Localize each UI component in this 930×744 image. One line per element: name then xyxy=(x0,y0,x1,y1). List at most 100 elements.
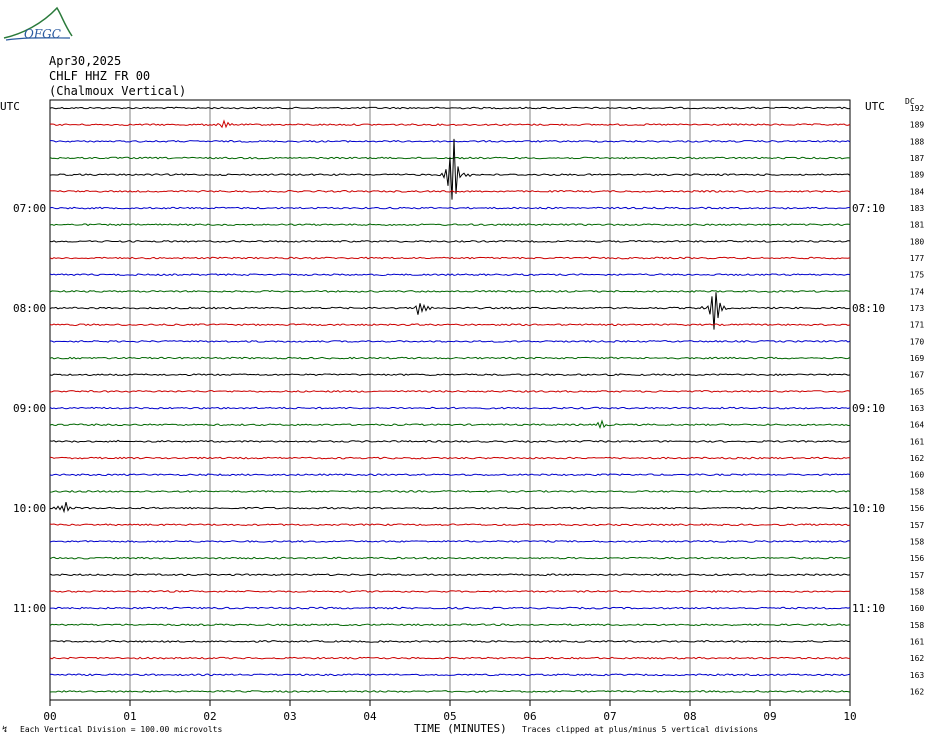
trace-line xyxy=(49,456,851,460)
dc-value: 181 xyxy=(910,221,925,230)
dc-value: 156 xyxy=(910,504,925,513)
ofgc-logo: OFGC xyxy=(3,6,73,41)
date-label: Apr30,2025 xyxy=(49,54,122,68)
trace-line xyxy=(49,240,851,243)
dc-value: 160 xyxy=(910,604,925,613)
x-axis-title: TIME (MINUTES) xyxy=(414,722,507,735)
left-time-label: 08:00 xyxy=(13,302,46,315)
dc-value: 170 xyxy=(910,337,925,346)
trace-line xyxy=(49,640,851,643)
x-tick-label: 07 xyxy=(603,710,616,723)
trace-line xyxy=(49,138,851,200)
left-time-label: 11:00 xyxy=(13,602,46,615)
trace-line xyxy=(49,556,851,560)
trace-line xyxy=(49,489,851,493)
dc-value: 156 xyxy=(910,554,925,563)
left-time-label: 09:00 xyxy=(13,402,46,415)
x-tick-label: 00 xyxy=(43,710,56,723)
trace-line xyxy=(49,473,851,477)
right-time-label: 08:10 xyxy=(852,302,885,315)
dc-value: 189 xyxy=(910,171,925,180)
trace-line xyxy=(49,206,851,210)
right-time-label: 11:10 xyxy=(852,602,885,615)
x-tick-label: 05 xyxy=(443,710,456,723)
dc-value: 157 xyxy=(910,571,925,580)
trace-line xyxy=(49,223,851,227)
trace-line xyxy=(49,523,851,527)
logo-text: OFGC xyxy=(24,27,61,41)
trace-line xyxy=(49,119,851,129)
dc-value: 158 xyxy=(910,537,925,546)
trace-line xyxy=(49,139,851,143)
trace-line xyxy=(49,373,851,377)
trace-line xyxy=(49,690,851,693)
dc-value: 173 xyxy=(910,304,925,313)
trace-line xyxy=(49,606,851,610)
trace-line xyxy=(49,502,851,514)
station-label: CHLF HHZ FR 00 xyxy=(49,69,151,83)
trace-line xyxy=(49,419,851,430)
trace-line xyxy=(49,439,851,443)
x-tick-label: 01 xyxy=(123,710,136,723)
dc-value: 158 xyxy=(910,587,925,596)
trace-line xyxy=(49,590,851,593)
trace-line xyxy=(49,273,851,277)
dc-value: 167 xyxy=(910,371,925,380)
dc-value: 161 xyxy=(910,637,925,646)
right-time-label: 07:10 xyxy=(852,202,885,215)
x-tick-label: 02 xyxy=(203,710,216,723)
dc-value: 175 xyxy=(910,271,925,280)
trace-line xyxy=(49,573,851,577)
dc-value: 163 xyxy=(910,671,925,680)
dc-value: 164 xyxy=(910,421,925,430)
footer-mark: ↯ xyxy=(2,725,8,735)
trace-line xyxy=(49,406,851,410)
station-name-label: (Chalmoux Vertical) xyxy=(49,84,187,98)
right-time-label: 10:10 xyxy=(852,502,885,515)
dc-value: 165 xyxy=(910,387,925,396)
trace-line xyxy=(49,673,851,677)
trace-line xyxy=(49,540,851,543)
dc-value: 161 xyxy=(910,437,925,446)
x-tick-label: 08 xyxy=(683,710,696,723)
x-tick-label: 09 xyxy=(763,710,776,723)
dc-value: 160 xyxy=(910,471,925,480)
dc-header-label: DC xyxy=(905,97,915,106)
trace-line xyxy=(49,390,851,393)
dc-value: 162 xyxy=(910,654,925,663)
trace-line xyxy=(49,323,851,327)
trace-line xyxy=(49,189,851,193)
dc-value: 187 xyxy=(910,154,925,163)
trace-line xyxy=(49,623,851,627)
dc-value: 157 xyxy=(910,521,925,530)
trace-line xyxy=(49,256,851,260)
dc-value: 184 xyxy=(910,187,925,196)
dc-value: 158 xyxy=(910,621,925,630)
dc-value: 158 xyxy=(910,487,925,496)
trace-line xyxy=(49,356,851,360)
trace-line xyxy=(49,656,851,660)
dc-value: 171 xyxy=(910,321,925,330)
left-time-label: 07:00 xyxy=(13,202,46,215)
trace-line xyxy=(49,289,851,293)
trace-line xyxy=(49,106,851,110)
x-tick-label: 10 xyxy=(843,710,856,723)
dc-value: 162 xyxy=(910,454,925,463)
x-tick-label: 03 xyxy=(283,710,296,723)
clip-note: Traces clipped at plus/minus 5 vertical … xyxy=(522,725,759,734)
dc-value: 174 xyxy=(910,287,925,296)
dc-value: 188 xyxy=(910,137,925,146)
x-tick-label: 04 xyxy=(363,710,377,723)
dc-value: 163 xyxy=(910,404,925,413)
dc-value: 169 xyxy=(910,354,925,363)
dc-value: 189 xyxy=(910,121,925,130)
x-tick-label: 06 xyxy=(523,710,536,723)
utc-right-label: UTC xyxy=(865,100,885,113)
trace-line xyxy=(49,292,851,330)
dc-value: 192 xyxy=(910,104,925,113)
utc-left-label: UTC xyxy=(0,100,20,113)
dc-value: 180 xyxy=(910,237,925,246)
dc-value: 162 xyxy=(910,687,925,696)
left-time-label: 10:00 xyxy=(13,502,46,515)
